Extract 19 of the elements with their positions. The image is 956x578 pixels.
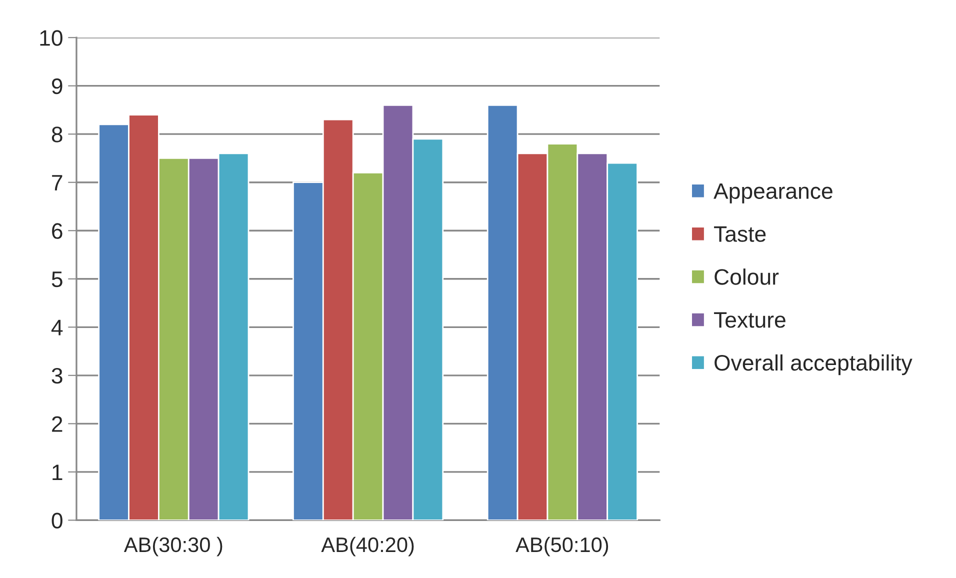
legend-label: Appearance — [714, 183, 832, 204]
y-tick-label: 4 — [51, 320, 63, 336]
y-tick-label: 10 — [40, 30, 62, 46]
y-tick-label: 5 — [52, 272, 62, 288]
y-tick-label: 6 — [52, 223, 62, 239]
y-tick-label: 3 — [52, 368, 62, 384]
y-tick-label: 9 — [52, 78, 62, 94]
y-tick-label: 8 — [52, 126, 62, 142]
y-tick-label: 0 — [52, 512, 62, 528]
y-tick-label: 7 — [52, 175, 62, 190]
legend-label: Overall acceptability — [714, 354, 912, 376]
legend-label: Colour — [714, 268, 779, 285]
x-tick-label: AB(30:30 ) — [124, 536, 222, 556]
legend-label: Taste — [714, 226, 766, 242]
legend-label: Texture — [714, 312, 786, 328]
y-tick-label: 1 — [52, 464, 62, 480]
y-tick-label: 2 — [52, 416, 62, 432]
x-tick-label: AB(40:20) — [321, 536, 414, 556]
x-tick-label: AB(50:10) — [516, 536, 608, 556]
